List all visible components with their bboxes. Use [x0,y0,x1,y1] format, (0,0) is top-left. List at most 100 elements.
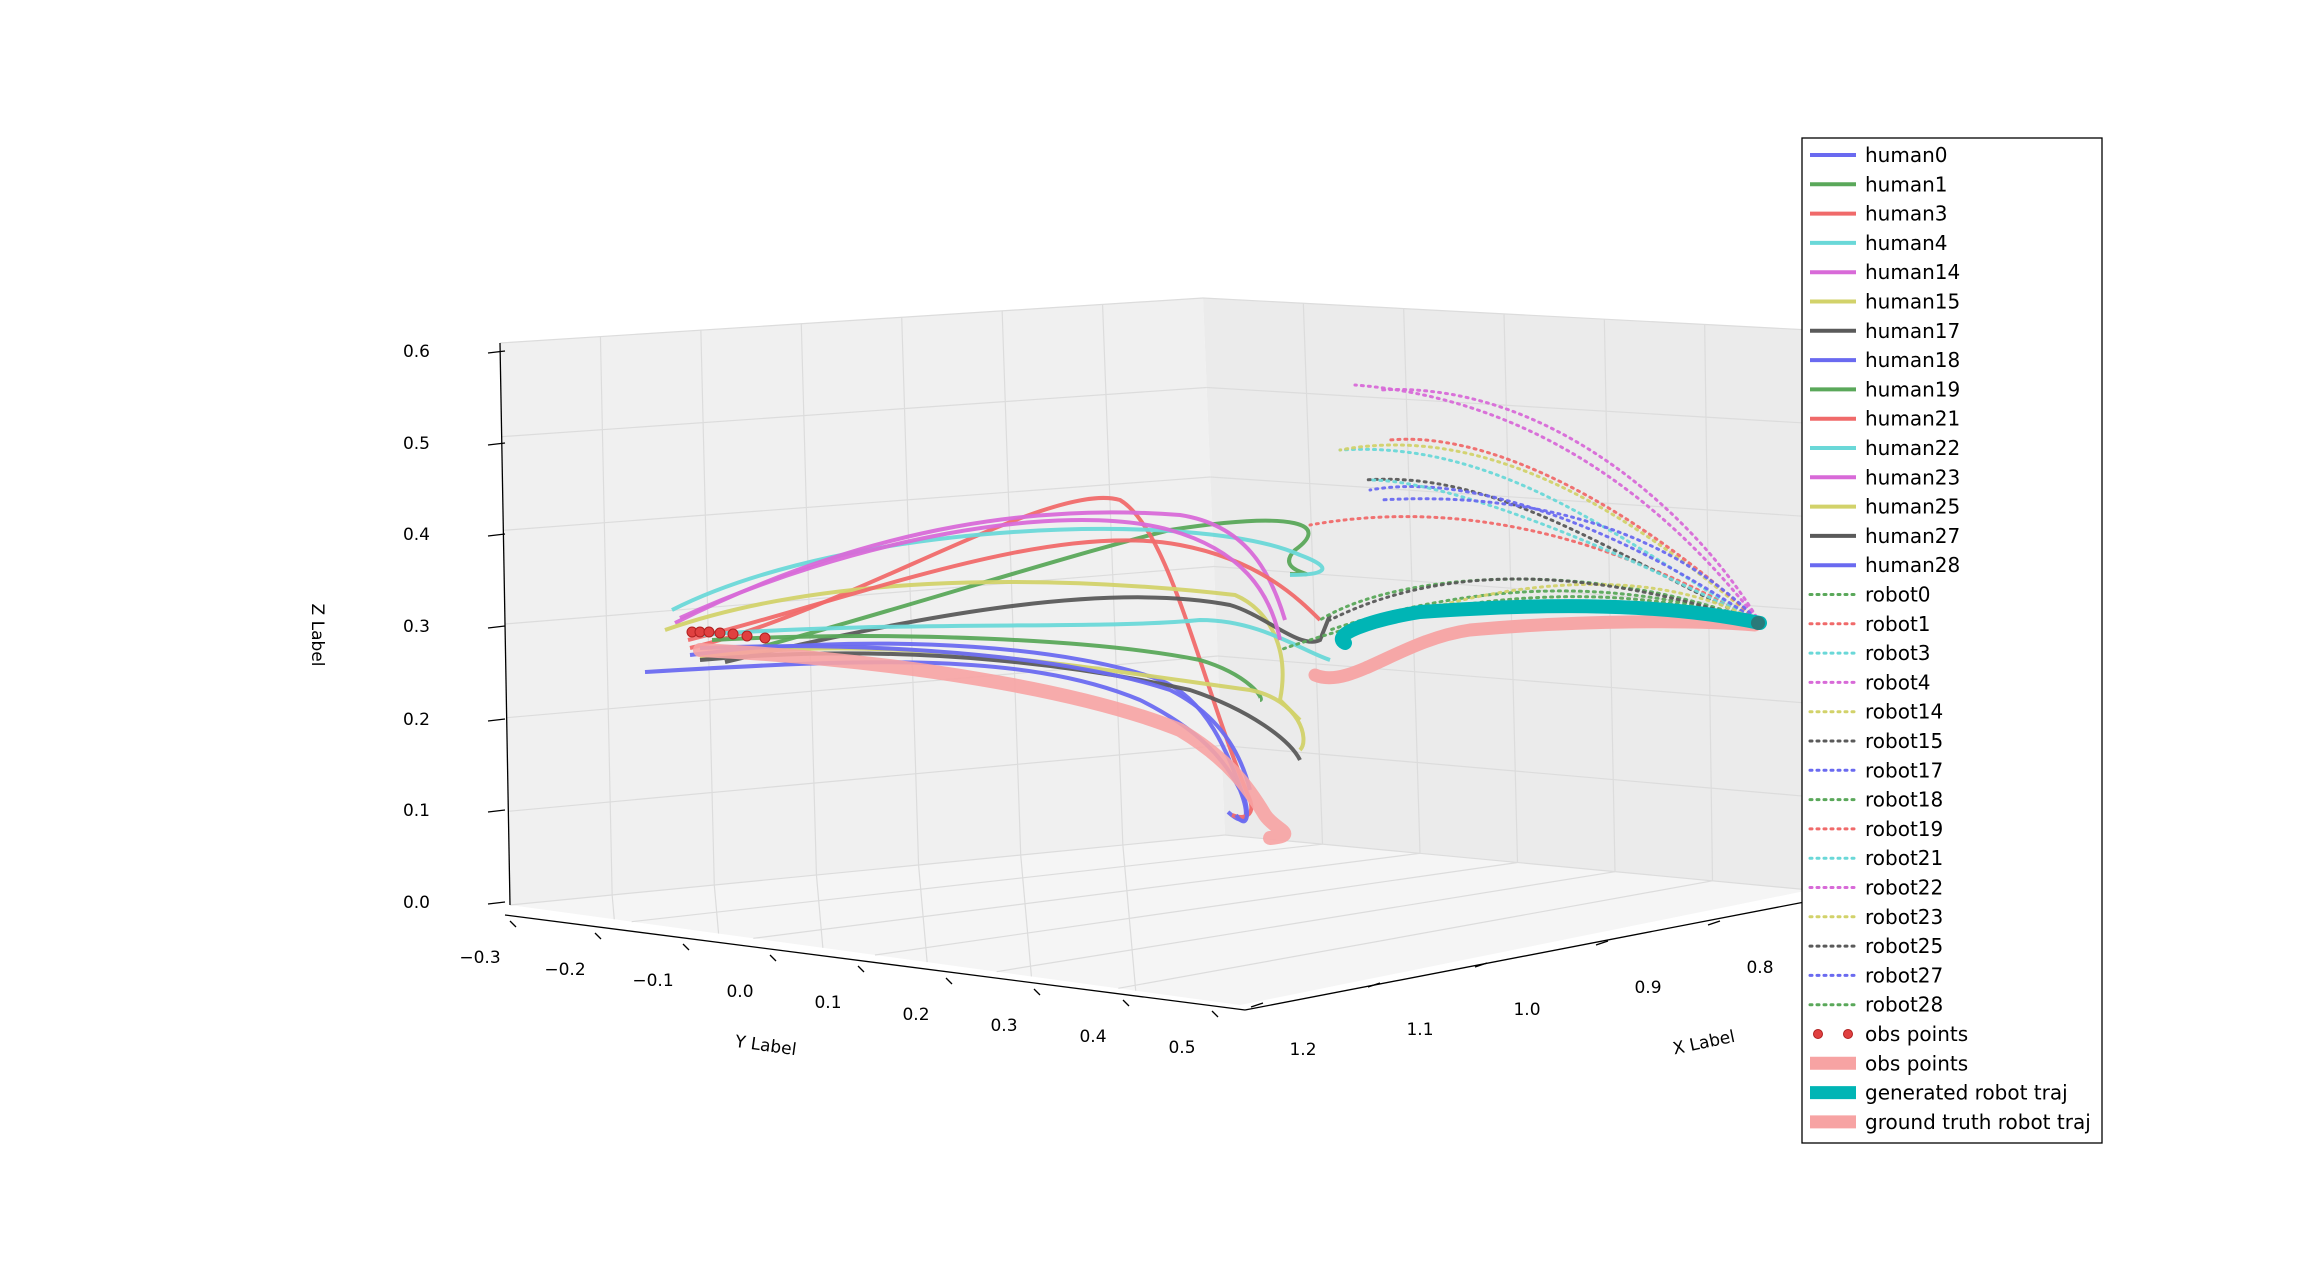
legend-label: obs points [1865,1022,1968,1046]
grid-line-z-left [508,744,1222,812]
grid-line-z-left [506,655,1218,719]
y-tick [682,943,690,951]
legend-label: human14 [1865,260,1960,284]
z-tick [487,442,506,446]
human-traj-line [679,518,1282,641]
ground-truth-traj-line [1308,615,1762,685]
legend-label: robot25 [1865,934,1943,958]
grid-line-y-floor [713,884,720,934]
grid-line-z-left [499,297,1204,344]
grid-line-x-wall [1704,324,1714,881]
human-traj-line [664,580,1302,722]
legend-label: human28 [1865,553,1960,577]
z-tick-label: 0.6 [403,342,430,362]
grid-line-z-right [1202,297,1811,331]
z-tick-label: 0.3 [403,617,430,637]
legend-label: human1 [1865,172,1948,196]
y-tick [1122,999,1130,1007]
legend-label: robot4 [1865,670,1931,694]
legend-label: robot15 [1865,729,1943,753]
obs-point-marker [714,627,726,639]
grid-line-x-wall [1403,308,1421,854]
obs-point-marker [703,626,715,638]
z-tick [487,350,506,354]
y-tick-label: −0.3 [459,948,500,968]
grid-line-x-floor [631,843,1323,923]
obs-point-marker [741,630,753,642]
legend-label: robot23 [1865,905,1943,929]
legend-label: robot27 [1865,963,1943,987]
right-pane [1203,298,1810,890]
legend-label: human21 [1865,407,1960,431]
legend-label: human17 [1865,319,1960,343]
y-tick-label: 0.0 [726,982,753,1002]
trajectories [644,383,1767,845]
legend-label: robot0 [1865,583,1931,607]
legend-label: human3 [1865,202,1948,226]
legend-marker [1813,1029,1823,1039]
obs-point-marker [759,632,771,644]
grid-line-x-wall [1503,313,1519,863]
legend-label: human27 [1865,524,1960,548]
x-tick-label: 1.1 [1406,1020,1433,1040]
legend-label: robot3 [1865,641,1931,665]
x-tick [1595,940,1609,946]
x-tick [1474,962,1488,968]
legend-label: human23 [1865,465,1960,489]
grid-line-z-right [1206,386,1811,424]
z-tick-label: 0.5 [403,434,430,454]
z-axis-line [499,342,511,906]
legend-label: robot21 [1865,846,1943,870]
robot-traj-line [1368,478,1762,625]
robot-traj-line [1368,485,1762,625]
human-traj-line [711,634,1263,702]
legend-label: ground truth robot traj [1865,1110,2091,1134]
robot-traj-line [1328,577,1762,625]
grid-line-y-wall [599,336,613,896]
grid-line-z-left [501,386,1207,438]
x-tick-label: 0.8 [1746,958,1773,978]
grid-line-y-wall [901,317,920,866]
x-tick [1707,920,1721,926]
x-tick [1367,982,1381,988]
floor-pane [510,835,1810,1005]
legend-label: robot17 [1865,758,1943,782]
legend-label: human22 [1865,436,1960,460]
grid-line-y-floor [1020,854,1033,977]
y-axis-label: Y Label [733,1032,798,1061]
robot-traj-line [1378,388,1762,625]
y-tick-label: −0.2 [544,960,585,980]
y-tick [594,932,602,940]
obs-points-line [693,643,1292,845]
y-tick [769,954,777,962]
legend-label: human18 [1865,348,1960,372]
legend-label: robot19 [1865,817,1943,841]
robot-traj-line [1338,443,1762,625]
y-tick [1211,1010,1219,1018]
grid-line-x-floor [1118,880,1713,989]
x-tick-label: 0.9 [1634,978,1661,998]
x-axis-line [1244,899,1816,1011]
legend-marker [1843,1029,1853,1039]
y-axis-line [504,914,1246,1011]
human-traj-line [724,595,1332,664]
legend-label: robot22 [1865,876,1943,900]
y-tick [509,920,517,928]
z-tick [487,718,506,722]
z-tick [487,901,506,905]
grid-line-y-floor [611,894,615,920]
x-axis-label: X Label [1671,1027,1737,1060]
y-tick-label: −0.1 [632,971,673,991]
legend-label: human15 [1865,290,1960,314]
y-tick [857,965,865,973]
x-tick [1250,1002,1264,1008]
grid-line-y-floor [917,864,928,963]
grid-line-x-wall [1603,319,1616,872]
z-tick-label: 0.2 [403,710,430,730]
axis-ticks: 0.0 0.1 0.2 0.3 0.4 0.5 0.6 −0.3 −0.2 −0.1 0.0 0.1 0… [403,342,1774,1060]
legend-label: obs points [1865,1051,1968,1075]
human-traj-line [689,641,1249,824]
legend-label: human25 [1865,495,1960,519]
human-traj-line [687,538,1322,642]
